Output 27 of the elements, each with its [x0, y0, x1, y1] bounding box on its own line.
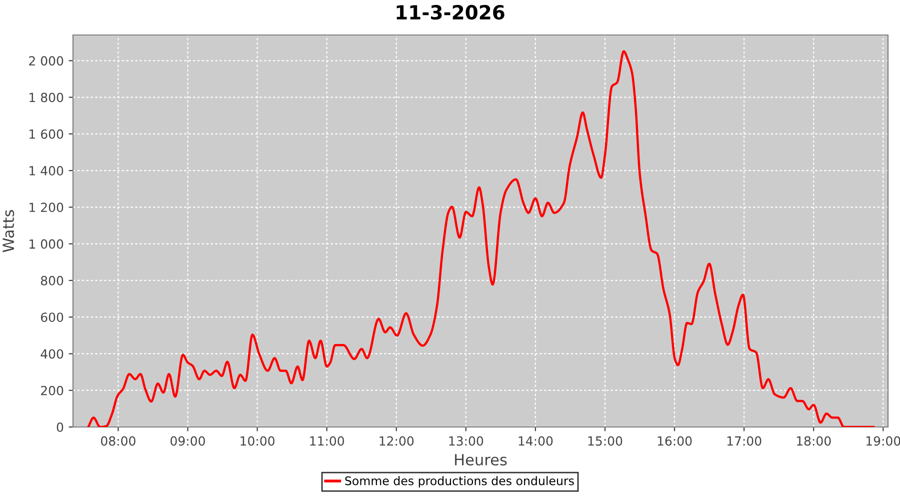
x-tick-label: 13:00 [449, 436, 484, 446]
x-tick-label: 11:00 [310, 436, 344, 446]
y-tick-label: 1 400 [30, 166, 64, 176]
x-tick-label: 17:00 [727, 436, 762, 446]
y-tick-label: 800 [40, 276, 64, 286]
x-tick-label: 19:00 [866, 436, 900, 446]
y-tick-label: 1 000 [30, 239, 64, 249]
y-tick-label: 400 [40, 349, 64, 359]
y-axis-title: Watts [2, 210, 14, 252]
x-tick-label: 08:00 [101, 436, 136, 446]
x-tick-label: 18:00 [796, 436, 831, 446]
x-tick-label: 16:00 [658, 436, 692, 446]
y-tick-label: 200 [41, 386, 64, 396]
x-tick-label: 10:00 [240, 436, 274, 446]
y-tick-label: 2 000 [29, 56, 64, 66]
x-tick-label: 09:00 [170, 436, 205, 446]
chart-title: 11-3-2026 [396, 4, 504, 20]
y-tick-label: 1 600 [30, 129, 64, 139]
legend-label: Somme des productions des onduleurs [345, 476, 574, 488]
y-tick-label: 1 200 [30, 202, 64, 212]
x-tick-label: 14:00 [518, 436, 553, 446]
y-tick-label: 0 [56, 422, 64, 432]
x-tick-label: 15:00 [588, 436, 622, 446]
y-tick-label: 600 [40, 312, 64, 322]
x-tick-label: 12:00 [380, 436, 414, 446]
x-axis-title: Heures [455, 454, 507, 466]
y-tick-label: 1 800 [30, 92, 64, 102]
